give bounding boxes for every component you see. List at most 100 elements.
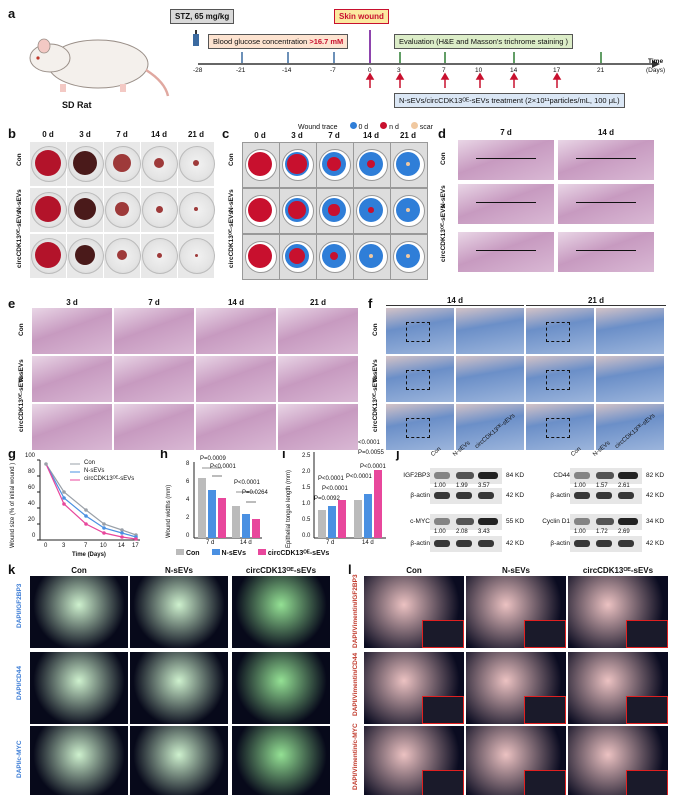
band-quant: 3.57 [478, 483, 490, 489]
zoom-inset [524, 620, 566, 648]
he-overview [558, 184, 654, 224]
h-xtick: 14 d [240, 540, 252, 546]
kd-label: 84 KD [506, 472, 525, 479]
row-label: DAPI/IGF2BP3 [16, 583, 23, 628]
blot-band [478, 492, 494, 499]
wound [115, 202, 129, 216]
col-header: 7 d [116, 130, 128, 139]
he-section [278, 404, 358, 450]
col-header: circCDK13ᴼᴱ-sEVs [245, 566, 317, 575]
he-section [114, 308, 194, 354]
he-overview [458, 232, 554, 272]
col-header: N-sEVs [164, 566, 193, 575]
nday-swatch [380, 122, 388, 129]
wound-gap-line [576, 202, 636, 203]
wound [154, 158, 164, 168]
if-image [30, 652, 128, 724]
he-section [196, 356, 276, 402]
wound-gap-line [576, 250, 636, 251]
skin-wound-box: Skin wound [334, 9, 389, 24]
day-tick: 0 [368, 67, 372, 74]
h-pvalue: P<0.0001 [234, 480, 260, 486]
zoom-box [406, 322, 430, 342]
wound-trace-legend: Wound trace 0 d n d scar [298, 122, 433, 131]
blot-band [456, 472, 474, 479]
blot-band [618, 472, 638, 479]
i-pvalue: P<0.0001 [354, 440, 380, 446]
g-ytick: 60 [28, 485, 35, 491]
wound-gap-line [476, 158, 536, 159]
row-label: circCDK13ᴼᴱ-sEVs [16, 210, 23, 268]
wound-width-chart [193, 462, 262, 539]
protein-label: β-actin [550, 492, 570, 499]
nday-trace [326, 156, 342, 172]
panel-a-label: a [8, 6, 16, 21]
blot-band [434, 518, 450, 525]
zoom-box [406, 418, 430, 438]
col-header: Con [406, 566, 422, 575]
i-ytick: 0.0 [302, 533, 311, 539]
row-label: circCDK13ᴼᴱ-sEVs [440, 204, 447, 262]
blot-band [574, 492, 590, 499]
epithelial-tongue-chart [313, 452, 386, 539]
col-header: N-sEVs [501, 566, 530, 575]
wound [155, 205, 163, 213]
panel-g-label: g [8, 446, 16, 461]
scar-trace [406, 254, 410, 258]
g-xtick: 14 [118, 543, 125, 549]
band-quant: 1.57 [596, 483, 608, 489]
g-xtick: 10 [100, 543, 107, 549]
if-image [232, 652, 330, 724]
rat-illustration [29, 38, 170, 97]
wound-gap-line [476, 250, 536, 251]
blot-band [574, 540, 590, 547]
day-tick: 17 [553, 67, 561, 74]
panel-f-label: f [368, 296, 373, 311]
g-xtick: 3 [62, 543, 66, 549]
h-xtick: 7 d [206, 540, 215, 546]
row-label: circCDK13ᴼᴱ-sEVs [228, 210, 235, 268]
blot-band [478, 540, 494, 547]
panel-d-label: d [438, 126, 446, 141]
blot-band [596, 518, 614, 525]
masson-section [456, 356, 524, 402]
if-image [130, 652, 228, 724]
row-label: DAPI/Vimentin/c-MYC [352, 723, 359, 790]
blot-band [596, 540, 612, 547]
zoom-inset [626, 770, 668, 795]
kd-label: 82 KD [646, 472, 665, 479]
time-axis-label: Time [648, 58, 664, 65]
protein-label: β-actin [410, 492, 430, 499]
band-quant: 2.69 [618, 529, 630, 535]
blot-band [574, 518, 590, 525]
col-header: circCDK13ᴼᴱ-sEVs [582, 566, 654, 575]
band-quant: 1.00 [574, 529, 586, 535]
zoom-inset [626, 696, 668, 724]
i-pvalue: P<0.0001 [318, 476, 344, 482]
col-header: 14 d [150, 130, 167, 139]
nday-trace [289, 248, 305, 264]
band-quant: 1.00 [434, 483, 446, 489]
blood-glucose-box: Blood glucose concentration >16.7 mM [208, 34, 349, 49]
scar-trace [405, 161, 411, 167]
i-ylabel: Epithelial tongue length (mm) [286, 469, 292, 548]
zoom-box [406, 370, 430, 390]
row-label: Con [18, 323, 25, 336]
g-legend: N-sEVs [84, 468, 105, 474]
panel-e-label: e [8, 296, 16, 311]
day-tick: 7 [442, 67, 446, 74]
he-section [278, 308, 358, 354]
col-header: 7 d [328, 131, 340, 140]
masson-section [526, 356, 594, 402]
animal-label: SD Rat [62, 100, 92, 110]
zoom-inset [524, 696, 566, 724]
row-label: DAPI/CD44 [16, 666, 23, 700]
panel-k-label: k [8, 562, 16, 577]
g-xtick: 17 [132, 543, 139, 549]
scar-trace [406, 208, 410, 212]
masson-section [386, 308, 454, 354]
panel-l-label: l [348, 562, 352, 577]
i-ytick: 0.5 [302, 517, 311, 523]
kd-label: 34 KD [646, 518, 665, 525]
day-tick: -7 [330, 67, 336, 74]
